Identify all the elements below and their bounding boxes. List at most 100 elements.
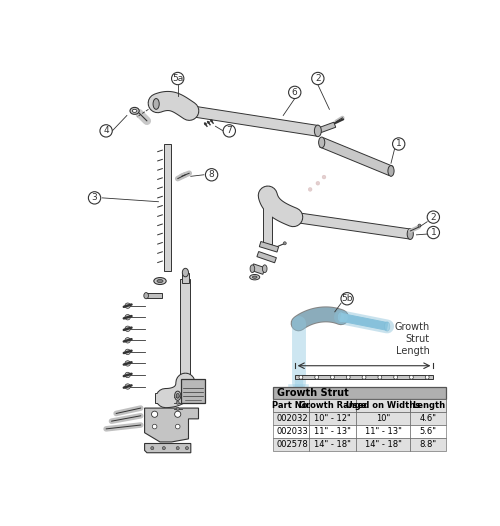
- Ellipse shape: [318, 137, 325, 148]
- Circle shape: [100, 125, 112, 137]
- Text: 10": 10": [376, 414, 390, 423]
- Ellipse shape: [384, 322, 390, 331]
- Circle shape: [410, 376, 414, 379]
- FancyBboxPatch shape: [410, 412, 447, 425]
- Polygon shape: [292, 212, 411, 239]
- FancyBboxPatch shape: [356, 399, 410, 412]
- Text: 5.6": 5.6": [420, 427, 437, 436]
- Circle shape: [316, 181, 320, 185]
- Polygon shape: [320, 138, 393, 176]
- Circle shape: [176, 395, 179, 398]
- Text: 2: 2: [430, 213, 436, 221]
- Circle shape: [125, 361, 130, 366]
- Text: Part No.: Part No.: [272, 401, 310, 410]
- Circle shape: [427, 211, 440, 223]
- Circle shape: [204, 123, 206, 125]
- Polygon shape: [164, 144, 171, 271]
- Circle shape: [88, 191, 101, 204]
- Ellipse shape: [262, 265, 267, 272]
- Polygon shape: [340, 313, 388, 330]
- FancyBboxPatch shape: [273, 399, 308, 412]
- Circle shape: [341, 292, 353, 305]
- FancyBboxPatch shape: [273, 387, 446, 399]
- Circle shape: [346, 376, 350, 379]
- Polygon shape: [144, 408, 199, 442]
- Circle shape: [162, 447, 166, 450]
- Text: 1: 1: [430, 228, 436, 237]
- Circle shape: [125, 338, 130, 343]
- Text: 002032: 002032: [276, 414, 308, 423]
- Text: Length: Length: [412, 401, 445, 410]
- FancyBboxPatch shape: [356, 425, 410, 438]
- FancyBboxPatch shape: [273, 425, 308, 438]
- Text: 4.6": 4.6": [420, 414, 437, 423]
- FancyBboxPatch shape: [308, 438, 356, 451]
- Circle shape: [206, 169, 218, 181]
- Circle shape: [322, 175, 326, 179]
- Circle shape: [151, 447, 154, 450]
- FancyBboxPatch shape: [356, 438, 410, 451]
- Text: 3: 3: [92, 194, 98, 203]
- Text: 11" - 13": 11" - 13": [365, 427, 402, 436]
- Circle shape: [362, 376, 366, 379]
- Polygon shape: [260, 241, 278, 252]
- Ellipse shape: [130, 107, 139, 114]
- Circle shape: [125, 315, 130, 320]
- Ellipse shape: [157, 279, 163, 282]
- Circle shape: [125, 372, 130, 378]
- Ellipse shape: [153, 98, 159, 109]
- Text: 6: 6: [292, 88, 298, 97]
- Circle shape: [152, 411, 158, 417]
- FancyBboxPatch shape: [273, 412, 308, 425]
- FancyBboxPatch shape: [273, 438, 308, 451]
- Ellipse shape: [252, 276, 257, 278]
- Text: 5a: 5a: [172, 74, 184, 83]
- Text: Growth
Strut
Length: Growth Strut Length: [394, 322, 430, 357]
- Circle shape: [125, 384, 130, 389]
- Text: Growth Strut: Growth Strut: [277, 388, 349, 398]
- Text: 14" - 18": 14" - 18": [365, 440, 402, 449]
- FancyBboxPatch shape: [308, 412, 356, 425]
- FancyBboxPatch shape: [410, 438, 447, 451]
- Circle shape: [125, 303, 130, 308]
- Text: 002033: 002033: [276, 427, 308, 436]
- FancyBboxPatch shape: [308, 425, 356, 438]
- Polygon shape: [144, 443, 191, 453]
- Ellipse shape: [250, 275, 260, 280]
- Circle shape: [288, 86, 301, 98]
- Circle shape: [223, 125, 235, 137]
- FancyBboxPatch shape: [181, 379, 206, 403]
- Circle shape: [330, 376, 334, 379]
- Ellipse shape: [388, 166, 394, 176]
- Circle shape: [125, 326, 130, 331]
- Ellipse shape: [154, 278, 166, 285]
- Polygon shape: [188, 106, 318, 136]
- Polygon shape: [182, 274, 190, 282]
- Polygon shape: [317, 122, 336, 134]
- Circle shape: [308, 187, 312, 191]
- FancyBboxPatch shape: [410, 399, 447, 412]
- Ellipse shape: [407, 229, 414, 239]
- Circle shape: [125, 349, 130, 355]
- Circle shape: [312, 73, 324, 85]
- Text: 4: 4: [104, 126, 109, 135]
- Circle shape: [210, 120, 212, 122]
- FancyBboxPatch shape: [356, 412, 410, 425]
- Ellipse shape: [314, 125, 322, 137]
- Text: 1: 1: [396, 139, 402, 148]
- Circle shape: [392, 138, 405, 150]
- Circle shape: [283, 242, 286, 245]
- FancyBboxPatch shape: [308, 399, 356, 412]
- Circle shape: [174, 411, 181, 417]
- Circle shape: [315, 376, 318, 379]
- Text: Used on Widths: Used on Widths: [346, 401, 420, 410]
- Polygon shape: [257, 251, 276, 263]
- Text: 7: 7: [226, 126, 232, 135]
- Text: 10" - 12": 10" - 12": [314, 414, 351, 423]
- Text: 11" - 13": 11" - 13": [314, 427, 351, 436]
- Text: 002578: 002578: [276, 440, 308, 449]
- Text: 5b: 5b: [342, 294, 353, 304]
- Ellipse shape: [174, 391, 181, 400]
- Circle shape: [427, 226, 440, 239]
- Polygon shape: [252, 264, 265, 274]
